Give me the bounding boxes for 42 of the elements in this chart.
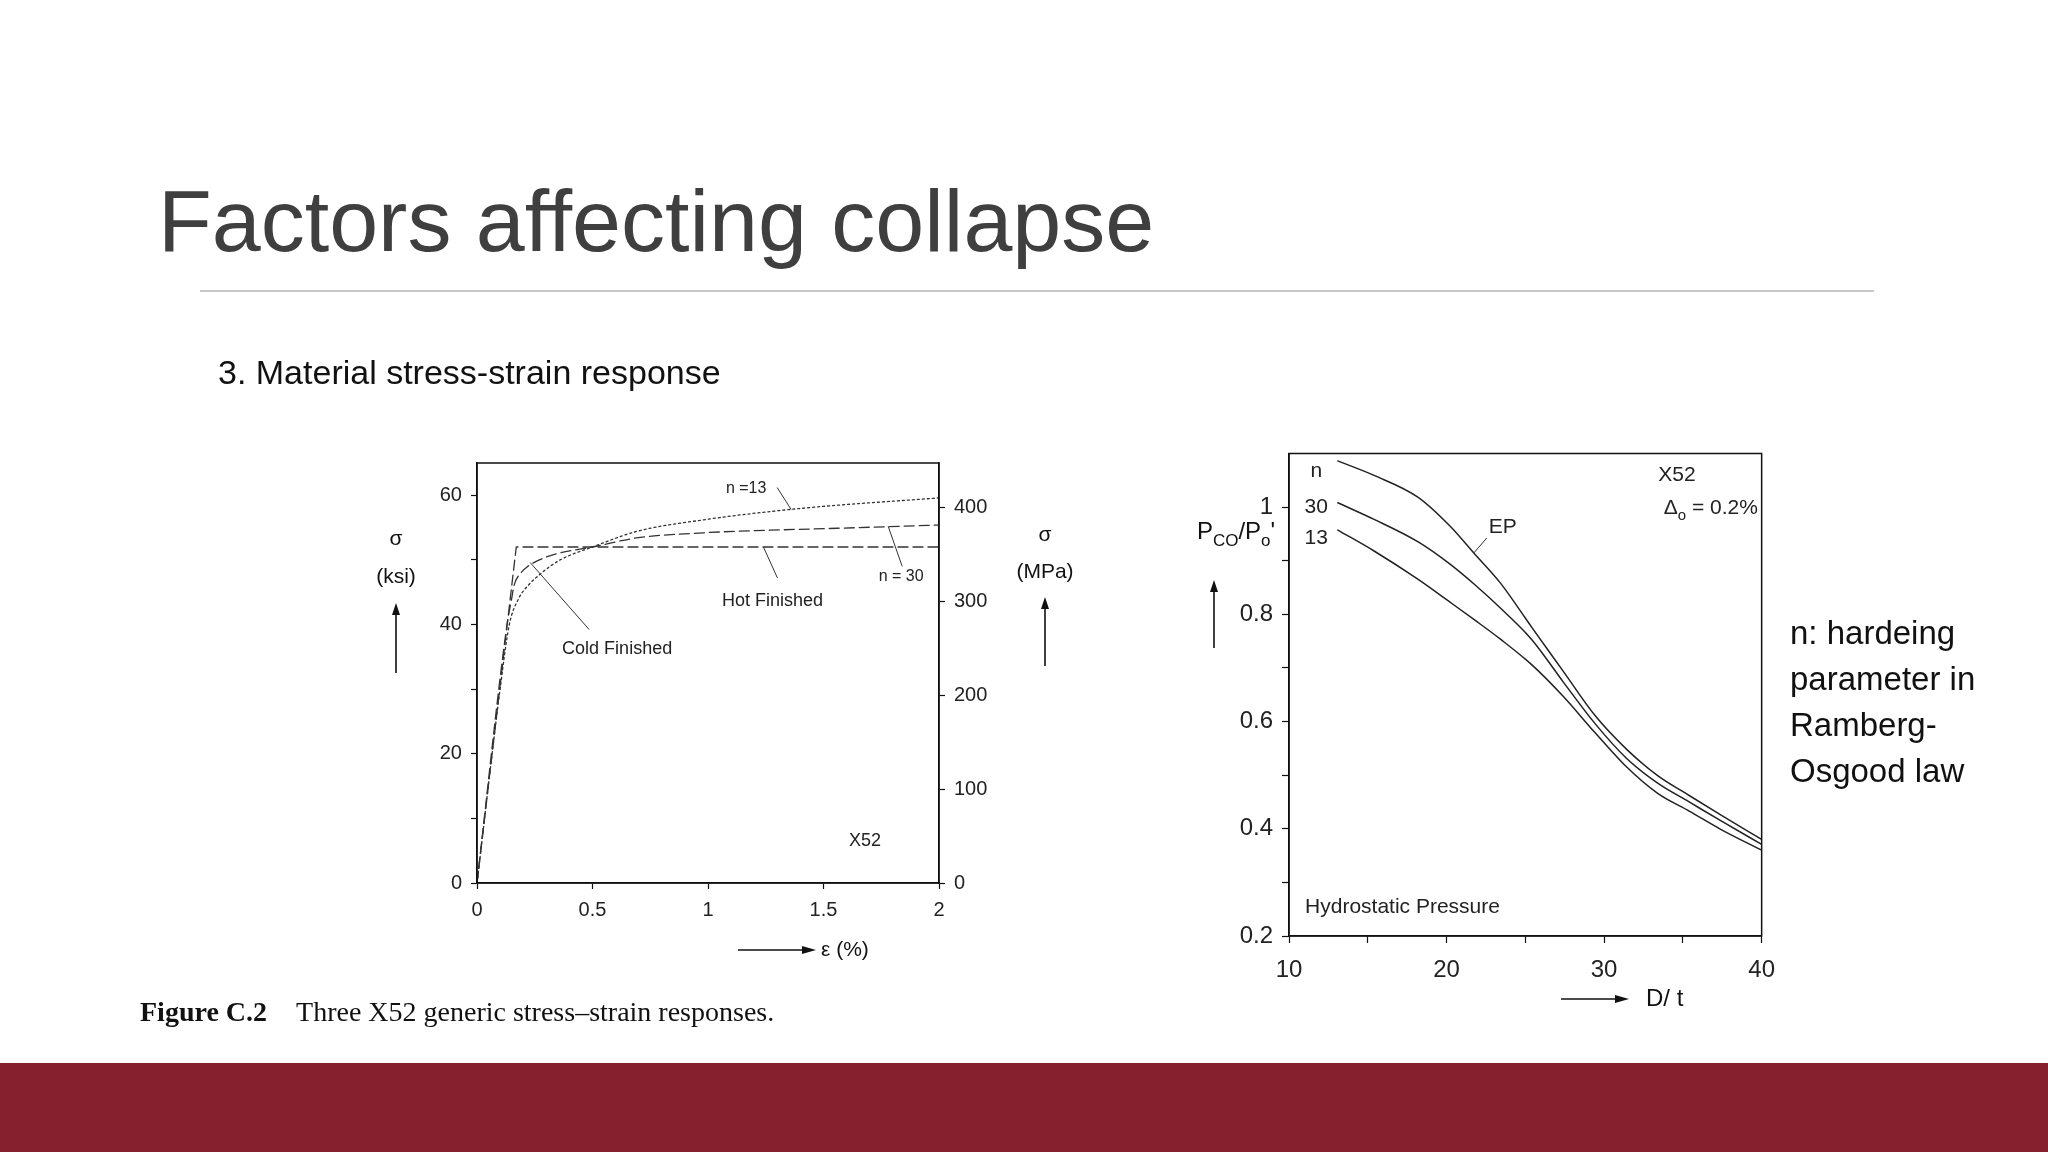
x-tick-label: 10 — [1275, 955, 1303, 983]
series-label: EP — [1488, 513, 1517, 537]
annotation: Hydrostatic Pressure — [1305, 893, 1500, 917]
y-tick-label: 1 — [1259, 491, 1273, 519]
y-tick-label: 0 — [450, 870, 462, 893]
x-tick-label: 20 — [1433, 955, 1460, 983]
chart-subtitle: 3. Material stress-strain response — [218, 353, 721, 391]
x-tick-label: 30 — [1590, 955, 1618, 983]
chart-title: Factors affecting collapse — [158, 171, 1155, 270]
text: n: hardeing parameter in Ramberg-Osgood law — [1790, 613, 1977, 791]
y-tick-label: 60 — [439, 482, 462, 505]
series-label: 30 — [1304, 493, 1328, 517]
annotation: Hot Finished — [721, 589, 823, 610]
y2-tick-label: 100 — [954, 776, 988, 799]
x-tick-label: 40 — [1748, 955, 1775, 983]
x-tick-label: 2 — [933, 897, 945, 920]
annotation: X52 — [1658, 462, 1696, 486]
y-tick-label: 20 — [439, 741, 462, 764]
x-tick-label: 0.5 — [578, 897, 607, 920]
annotation: n — [1310, 458, 1323, 482]
y2-tick-label: 0 — [954, 870, 966, 893]
annotation: n = 30 — [878, 566, 924, 584]
annotation: X52 — [849, 829, 882, 850]
x-axis-title: D/ t — [1646, 983, 1684, 1011]
annotation: n =13 — [725, 478, 767, 496]
x-tick-label: 0 — [471, 897, 483, 920]
y-tick-label: 0.4 — [1239, 813, 1273, 841]
series-label: 13 — [1304, 524, 1328, 548]
x-axis-title: ε (%) — [821, 936, 869, 960]
y-tick-label: 0.8 — [1239, 598, 1273, 626]
y2-axis-title: σ (MPa) — [1016, 521, 1074, 582]
text: Figure C.2 Three X52 generic stress–strain responses. — [140, 996, 775, 1027]
x-tick-label: 1.5 — [809, 897, 838, 920]
y-axis-title: σ (ksi) — [376, 525, 416, 587]
y-tick-label: 0.6 — [1239, 706, 1273, 734]
annotation: Cold Finished — [562, 638, 673, 659]
x-tick-label: 1 — [702, 897, 714, 920]
y2-tick-label: 300 — [954, 588, 988, 611]
y-tick-label: 40 — [439, 612, 462, 635]
y-tick-label: 0.2 — [1239, 920, 1273, 948]
y2-tick-label: 400 — [954, 494, 988, 517]
y2-tick-label: 200 — [954, 682, 988, 705]
